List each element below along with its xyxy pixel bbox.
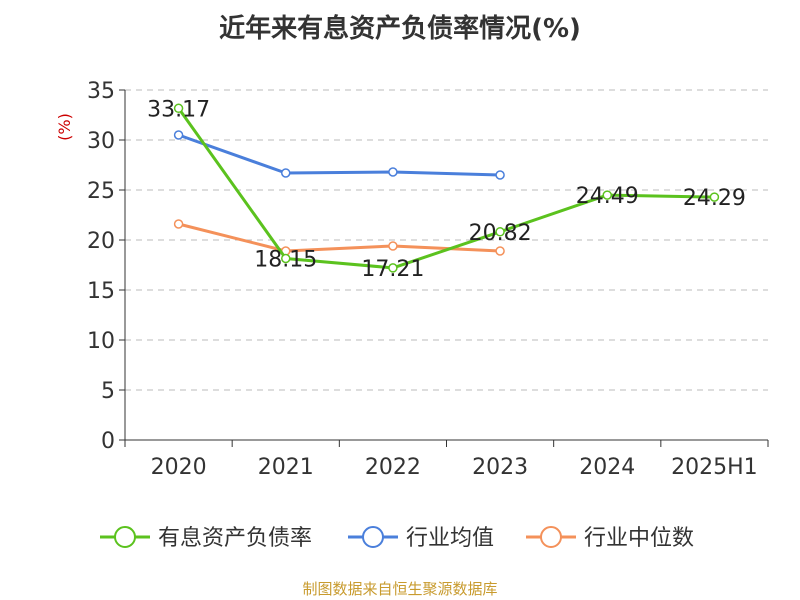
x-tick-label: 2025H1 <box>671 455 758 480</box>
data-source-note: 制图数据来自恒生聚源数据库 <box>302 580 498 598</box>
data-point <box>173 103 184 114</box>
legend-label: 有息资产负债率 <box>158 526 312 551</box>
data-point <box>709 192 720 202</box>
y-tick-label: 25 <box>87 179 115 204</box>
y-tick-label: 0 <box>101 429 115 454</box>
series-line <box>178 133 501 177</box>
data-point <box>602 190 612 200</box>
series-line <box>177 107 715 270</box>
y-tick-label: 35 <box>87 79 115 104</box>
data-label: 20.82 <box>469 221 532 246</box>
data-point <box>173 130 184 140</box>
data-point <box>388 241 398 251</box>
legend-label: 行业均值 <box>406 526 494 551</box>
x-tick-label: 2023 <box>472 455 528 480</box>
x-tick-label: 2024 <box>579 455 635 480</box>
x-tick-label: 2020 <box>151 455 207 480</box>
legend-label: 行业中位数 <box>584 526 694 551</box>
x-tick-label: 2022 <box>365 455 421 480</box>
legend-swatch-marker <box>362 526 384 548</box>
data-point <box>281 253 291 264</box>
data-label: 24.29 <box>683 186 746 211</box>
y-tick-label: 20 <box>87 229 115 254</box>
y-tick-label: 30 <box>87 129 115 154</box>
y-axis-label: (%) <box>55 113 74 141</box>
data-point <box>173 219 184 229</box>
data-point <box>388 167 398 177</box>
data-label: 17.21 <box>361 257 424 282</box>
data-point <box>388 263 398 273</box>
legend-swatch-marker <box>114 526 136 548</box>
data-point <box>495 246 505 256</box>
data-label: 33.17 <box>147 97 210 122</box>
y-tick-label: 5 <box>101 379 115 404</box>
data-point <box>495 227 505 237</box>
data-point <box>495 170 505 180</box>
y-tick-label: 15 <box>87 279 115 304</box>
data-label: 24.49 <box>576 184 639 209</box>
data-point <box>281 168 291 178</box>
x-tick-label: 2021 <box>258 455 314 480</box>
chart-title: 近年来有息资产负债率情况(%) <box>219 14 581 44</box>
legend-swatch-marker <box>540 526 562 548</box>
data-label: 18.15 <box>254 248 317 273</box>
y-tick-label: 10 <box>87 329 115 354</box>
